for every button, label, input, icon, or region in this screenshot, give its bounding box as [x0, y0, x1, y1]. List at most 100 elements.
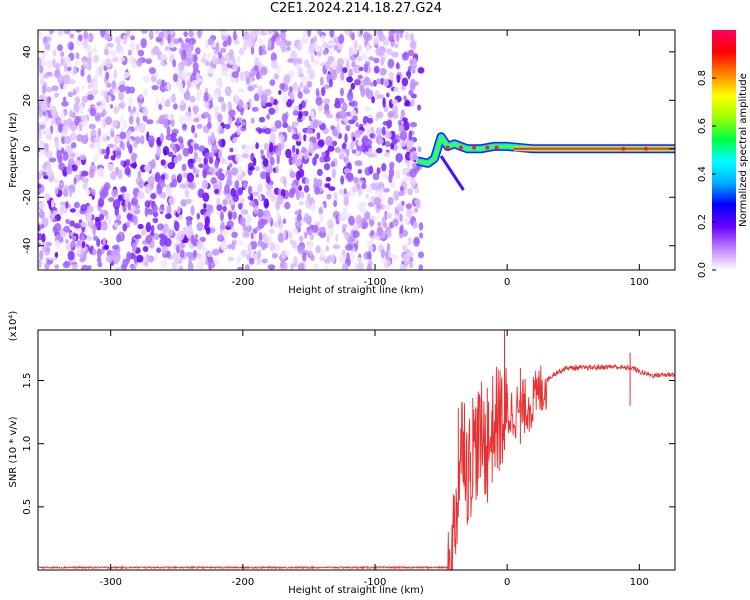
- noise-speckle: [344, 133, 348, 144]
- noise-speckle: [285, 148, 292, 159]
- noise-speckle: [196, 77, 204, 83]
- noise-speckle: [270, 194, 276, 202]
- noise-speckle: [348, 119, 356, 125]
- noise-speckle: [375, 127, 383, 136]
- noise-speckle: [135, 204, 140, 210]
- noise-speckle: [384, 151, 390, 158]
- noise-speckle: [165, 213, 172, 220]
- noise-speckle: [397, 153, 401, 164]
- noise-speckle: [53, 49, 57, 57]
- noise-speckle: [258, 38, 264, 46]
- noise-speckle: [69, 109, 74, 118]
- noise-speckle: [61, 135, 66, 145]
- noise-speckle: [64, 135, 72, 145]
- noise-speckle: [330, 161, 335, 168]
- noise-speckle: [248, 201, 256, 207]
- noise-speckle: [93, 54, 100, 63]
- noise-speckle: [131, 241, 137, 252]
- noise-speckle: [86, 74, 92, 83]
- noise-speckle: [288, 86, 293, 93]
- noise-speckle: [187, 262, 194, 270]
- noise-speckle: [222, 199, 228, 206]
- noise-speckle: [164, 46, 171, 51]
- noise-speckle: [389, 161, 395, 169]
- noise-speckle: [236, 174, 244, 182]
- noise-speckle: [364, 33, 373, 41]
- noise-speckle: [145, 58, 152, 65]
- noise-speckle: [417, 104, 422, 111]
- noise-speckle: [127, 201, 132, 211]
- noise-speckle: [414, 238, 419, 244]
- noise-speckle: [152, 217, 159, 224]
- noise-speckle: [227, 101, 233, 111]
- noise-speckle: [250, 193, 254, 202]
- noise-speckle: [217, 76, 223, 88]
- noise-speckle: [370, 230, 374, 236]
- noise-speckle: [107, 214, 112, 225]
- noise-speckle: [198, 163, 204, 169]
- noise-speckle: [380, 187, 384, 196]
- noise-speckle: [42, 73, 50, 79]
- noise-speckle: [273, 222, 279, 228]
- noise-speckle: [144, 164, 152, 173]
- noise-speckle: [112, 254, 120, 264]
- noise-speckle: [42, 84, 46, 95]
- noise-speckle: [185, 37, 191, 44]
- noise-speckle: [228, 49, 234, 58]
- noise-speckle: [82, 39, 88, 49]
- noise-speckle: [292, 110, 299, 116]
- noise-speckle: [202, 192, 210, 202]
- noise-speckle: [373, 38, 379, 46]
- noise-speckle: [228, 109, 236, 117]
- noise-speckle: [163, 149, 167, 156]
- noise-speckle: [293, 255, 298, 264]
- noise-speckle: [137, 223, 144, 230]
- x-tick-label: 0: [504, 277, 510, 288]
- noise-speckle: [156, 146, 161, 157]
- noise-speckle: [161, 79, 166, 87]
- noise-speckle: [324, 149, 330, 157]
- y-tick-label: 20: [22, 94, 33, 107]
- noise-speckle: [308, 250, 313, 258]
- noise-speckle: [80, 222, 88, 228]
- track-dot: [494, 145, 499, 150]
- noise-speckle: [267, 30, 273, 35]
- noise-speckle: [119, 57, 125, 62]
- noise-speckle: [376, 167, 381, 175]
- noise-speckle: [345, 124, 351, 132]
- noise-speckle: [122, 205, 127, 213]
- noise-speckle: [270, 52, 277, 62]
- noise-speckle: [79, 154, 86, 161]
- noise-speckle: [203, 156, 208, 166]
- noise-speckle: [338, 254, 346, 263]
- noise-speckle: [141, 30, 148, 34]
- noise-speckle: [376, 226, 384, 234]
- noise-speckle: [107, 163, 115, 171]
- noise-speckle: [51, 85, 59, 92]
- noise-speckle: [227, 256, 234, 262]
- noise-speckle: [52, 217, 58, 223]
- noise-speckle: [257, 218, 265, 229]
- noise-speckle: [93, 235, 99, 241]
- noise-speckle: [135, 116, 140, 125]
- noise-speckle: [89, 246, 93, 254]
- noise-speckle: [347, 239, 354, 245]
- noise-speckle: [342, 67, 348, 74]
- noise-speckle: [214, 159, 219, 169]
- noise-speckle: [232, 211, 237, 220]
- noise-speckle: [88, 168, 95, 179]
- noise-speckle: [248, 257, 255, 265]
- noise-speckle: [176, 81, 184, 91]
- noise-speckle: [263, 198, 270, 209]
- noise-speckle: [327, 145, 335, 152]
- noise-speckle: [169, 30, 175, 35]
- noise-speckle: [279, 134, 285, 143]
- noise-speckle: [354, 160, 363, 167]
- noise-speckle: [324, 264, 329, 270]
- noise-speckle: [40, 224, 45, 229]
- noise-speckle: [69, 208, 76, 213]
- noise-speckle: [298, 111, 303, 119]
- noise-speckle: [179, 183, 187, 189]
